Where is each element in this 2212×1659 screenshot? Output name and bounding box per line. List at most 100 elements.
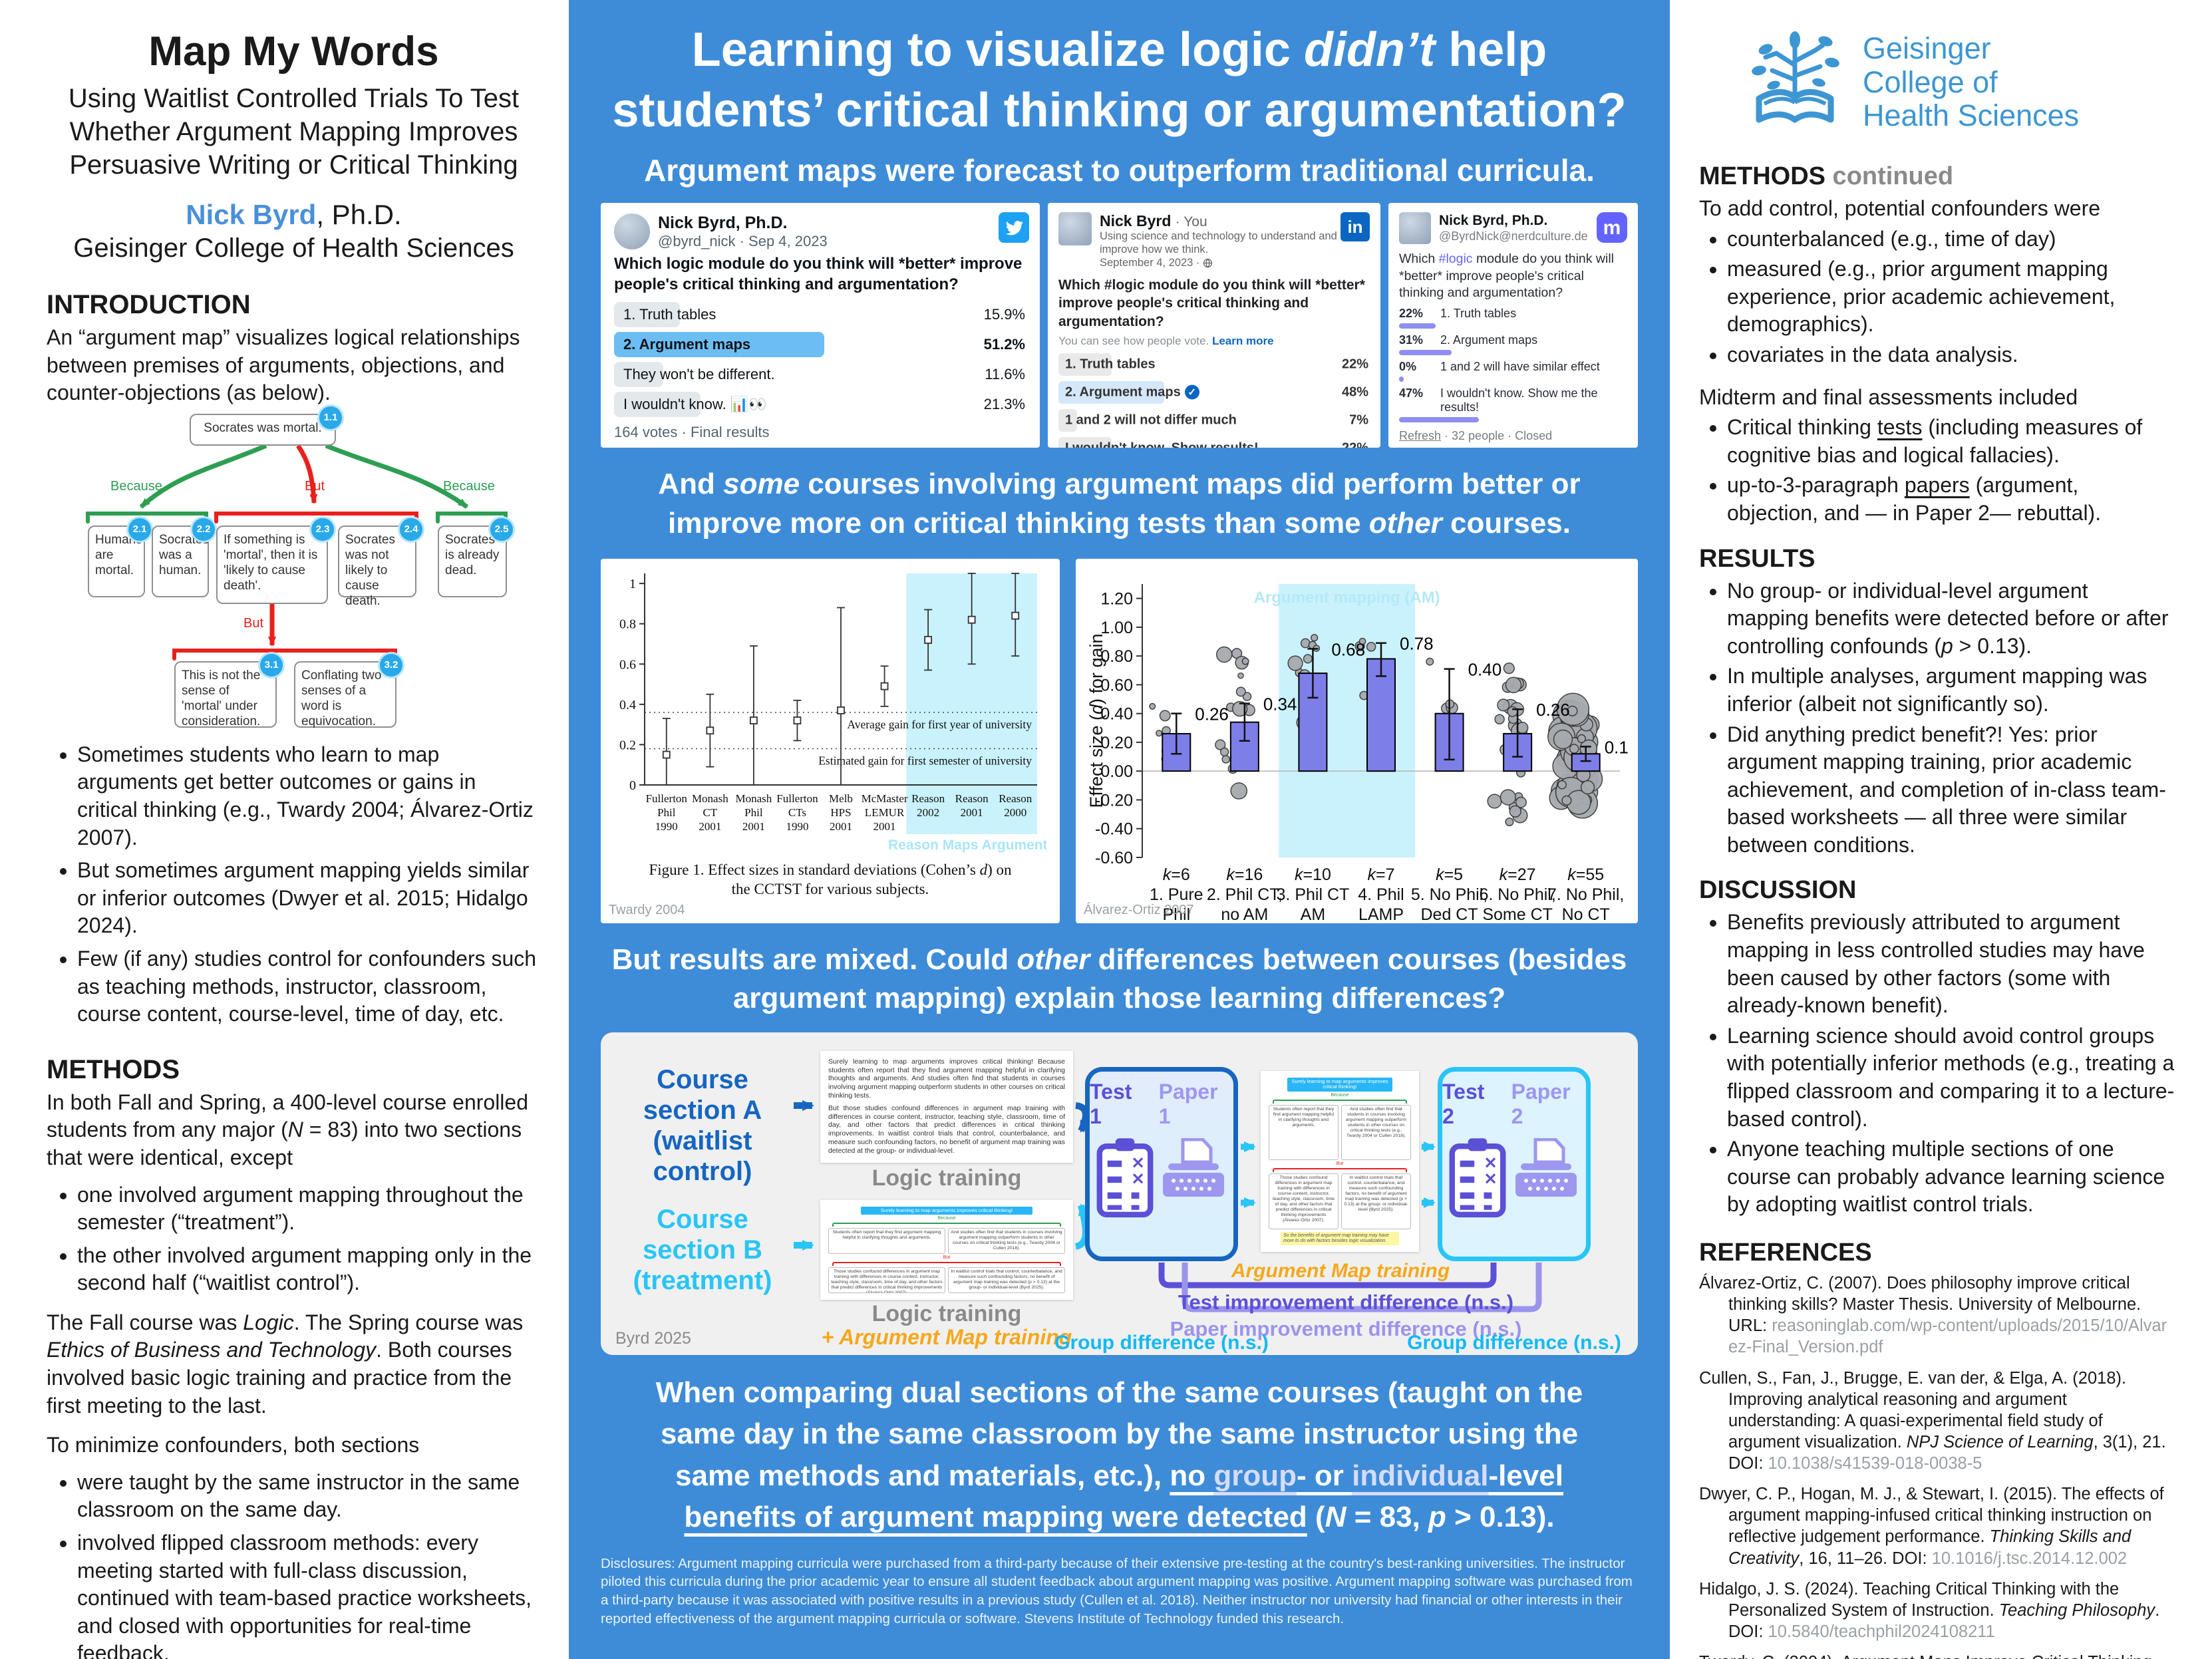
- poll-option-selected[interactable]: 2. Argument maps ✓ 48%: [1058, 380, 1370, 404]
- learn-more-link[interactable]: Learn more: [1211, 334, 1274, 347]
- poll-option-bar: [614, 301, 681, 327]
- svg-text:Argument mapping (AM): Argument mapping (AM): [1254, 589, 1440, 607]
- map-node: Socrates was mortal. 1.1: [190, 404, 344, 446]
- reference-entry[interactable]: Twardy, C. (2004). Argument Maps Improve…: [1699, 1652, 2175, 1659]
- geisinger-logo: Geisinger College of Health Sciences: [1699, 27, 2175, 138]
- twitter-handle-date: @byrd_nick · Sep 4, 2023: [658, 233, 828, 250]
- map-node-badge: 1.1: [317, 404, 344, 431]
- methods-bullet: involved flipped classroom methods: ever…: [77, 1529, 541, 1659]
- mixed-results-heading: But results are mixed. Could other diffe…: [611, 943, 1627, 1014]
- poll-option[interactable]: 47% I wouldn't know. Show me the results!: [1399, 386, 1627, 423]
- poll-option[interactable]: 1. Truth tables 15.9%: [614, 301, 1027, 327]
- conclusion-statement: When comparing dual sections of the same…: [655, 1376, 1583, 1534]
- argument-map-training-caption-b: + Argument Map training: [821, 1324, 1072, 1349]
- poll-option[interactable]: 1. Truth tables 22%: [1058, 353, 1370, 376]
- poll-option[interactable]: 31% 2. Argument maps: [1399, 333, 1627, 356]
- svg-text:1.00: 1.00: [1100, 618, 1133, 637]
- poll-option-bar: [1399, 323, 1436, 329]
- assessments-intro: Midterm and final assessments included: [1699, 384, 2078, 409]
- logic-training-panel-a: Surely learning to map arguments improve…: [820, 1050, 1073, 1163]
- mini-map-because: Because: [937, 1216, 956, 1221]
- poll-option-label: I wouldn't know. Show me the results!: [1440, 386, 1598, 414]
- poll-option[interactable]: I wouldn't know. 📊👀 21.3%: [614, 391, 1027, 417]
- intro-bullet: But sometimes argument mapping yields si…: [77, 857, 541, 940]
- methods2-bullet: measured (e.g., prior argument mapping e…: [1727, 255, 2175, 339]
- poster-title: Map My Words: [148, 29, 439, 75]
- svg-text:0.26: 0.26: [1195, 704, 1229, 724]
- results-bullets: No group- or individual-level argument m…: [1699, 577, 2175, 859]
- poll-option-percent: 15.9%: [983, 305, 1025, 323]
- refresh-link[interactable]: Refresh: [1399, 429, 1442, 443]
- poll-option[interactable]: They won't be different. 11.6%: [614, 361, 1027, 387]
- chart-source: Twardy 2004: [609, 902, 685, 917]
- svg-text:0.4: 0.4: [619, 697, 636, 712]
- avatar: [614, 214, 650, 250]
- svg-text:Average gain for first year of: Average gain for first year of universit…: [847, 718, 1032, 731]
- methods-paragraph-2: The Fall course was Logic. The Spring co…: [47, 1310, 524, 1418]
- author-name: Nick Byrd: [186, 199, 317, 230]
- linkedin-header: Nick Byrd · You Using science and techno…: [1058, 212, 1370, 269]
- svg-text:✕: ✕: [1132, 1154, 1145, 1172]
- poll-option-percent: 48%: [1341, 384, 1368, 400]
- panel-a-paragraph: But those studies confound differences i…: [828, 1104, 1065, 1155]
- map-node-badge: 2.2: [190, 516, 217, 543]
- reference-entry[interactable]: Cullen, S., Fan, J., Brugge, E. van der,…: [1699, 1368, 2166, 1473]
- map-label-but-2: But: [243, 615, 264, 631]
- paper2-label: Paper 2: [1511, 1079, 1571, 1128]
- reference-entry[interactable]: Álvarez-Ortiz, C. (2007). Does philosoph…: [1699, 1274, 2167, 1357]
- svg-text:0.40: 0.40: [1468, 659, 1502, 679]
- course-section-b-label: Course section B (treatment): [633, 1204, 772, 1295]
- intro-heading: INTRODUCTION: [47, 290, 251, 319]
- poll-option[interactable]: I wouldn't know. Show results! 22%: [1058, 436, 1370, 448]
- svg-text:Estimated gain for first semes: Estimated gain for first semester of uni…: [818, 754, 1032, 767]
- map-node-text: Socrates was mortal.: [204, 420, 322, 435]
- reference-entry[interactable]: Hidalgo, J. S. (2024). Teaching Critical…: [1699, 1579, 2160, 1641]
- assessment-bullet: up-to-3-paragraph papers (argument, obje…: [1727, 472, 2175, 527]
- methods-bullets: one involved argument mapping throughout…: [47, 1181, 541, 1297]
- map-node-badge: 2.5: [488, 516, 515, 543]
- test1-label: Test 1: [1090, 1079, 1132, 1128]
- test1-paper1-box: Test 1 Paper 1 ✕ ✕: [1085, 1066, 1238, 1261]
- methods-bullet: one involved argument mapping throughout…: [77, 1181, 541, 1237]
- disclosures-text: Disclosures: Argument mapping curricula …: [601, 1555, 1633, 1626]
- poll-option[interactable]: 22% 1. Truth tables: [1399, 307, 1627, 329]
- poll-option[interactable]: 1 and 2 will not differ much 7%: [1058, 408, 1370, 432]
- references-heading: REFERENCES: [1699, 1239, 1872, 1267]
- social-poll-row: Nick Byrd, Ph.D. @byrd_nick · Sep 4, 202…: [601, 203, 1638, 448]
- results-heading: RESULTS: [1699, 544, 1816, 573]
- mini-map-because: Because: [1331, 1093, 1349, 1098]
- poll-option[interactable]: 0% 1 and 2 will have similar effect: [1399, 360, 1627, 382]
- linkedin-poll-question: Which #logic module do you think will *b…: [1058, 277, 1365, 329]
- alvarez-effect-size-chart: Argument mapping (AM) -0.60 -0.40 -0.20 0.00…: [1086, 583, 1638, 924]
- poll-option-bar: [1058, 436, 1112, 448]
- svg-text:0.34: 0.34: [1263, 694, 1297, 714]
- svg-text:✕: ✕: [1484, 1170, 1498, 1188]
- poll-option-percent: 51.2%: [983, 335, 1025, 353]
- mastodon-icon: m: [1597, 212, 1627, 246]
- linkedin-date: September 4, 2023 ·: [1100, 257, 1370, 269]
- mini-map-box: Those studies confound differences in ar…: [1269, 1173, 1339, 1229]
- mastodon-poll-card: m Nick Byrd, Ph.D. @ByrdNick@nerdculture…: [1388, 203, 1638, 448]
- methods-paragraph-1: In both Fall and Spring, a 400-level cou…: [47, 1090, 528, 1169]
- mini-map-bracket: [832, 1223, 1061, 1227]
- poll-option-label: 1. Truth tables: [623, 305, 716, 323]
- group-difference-label-right: Group difference (n.s.): [1407, 1331, 1621, 1354]
- discussion-bullet: Anyone teaching multiple sections of one…: [1727, 1135, 2175, 1219]
- reference-entry[interactable]: Dwyer, C. P., Hogan, M. J., & Stewart, I…: [1699, 1485, 2164, 1568]
- map-node-text: This is not the sense of 'mortal' under …: [182, 668, 261, 729]
- twitter-poll-card: Nick Byrd, Ph.D. @byrd_nick · Sep 4, 202…: [601, 203, 1040, 448]
- intro-text: An “argument map” visualizes logical rel…: [47, 325, 520, 405]
- methods2-intro: To add control, potential confounders we…: [1699, 196, 2101, 220]
- poll-option-bar: [1399, 377, 1404, 382]
- map-node: If something is 'mortal', then it is 'li…: [216, 516, 336, 604]
- methods-bullet: the other involved argument mapping only…: [77, 1242, 541, 1297]
- hashtag-logic[interactable]: #logic: [1438, 251, 1473, 267]
- mini-map-box: In waitlist control trials that control,…: [948, 1267, 1065, 1293]
- group-difference-label-left: Group difference (n.s.): [1054, 1331, 1269, 1354]
- poll-option-selected[interactable]: 2. Argument maps 51.2%: [614, 331, 1027, 357]
- svg-text:m: m: [1603, 217, 1621, 239]
- map-node-text: Socrates was not likely to cause death.: [345, 532, 395, 609]
- poll-option-percent: 22%: [1399, 307, 1424, 321]
